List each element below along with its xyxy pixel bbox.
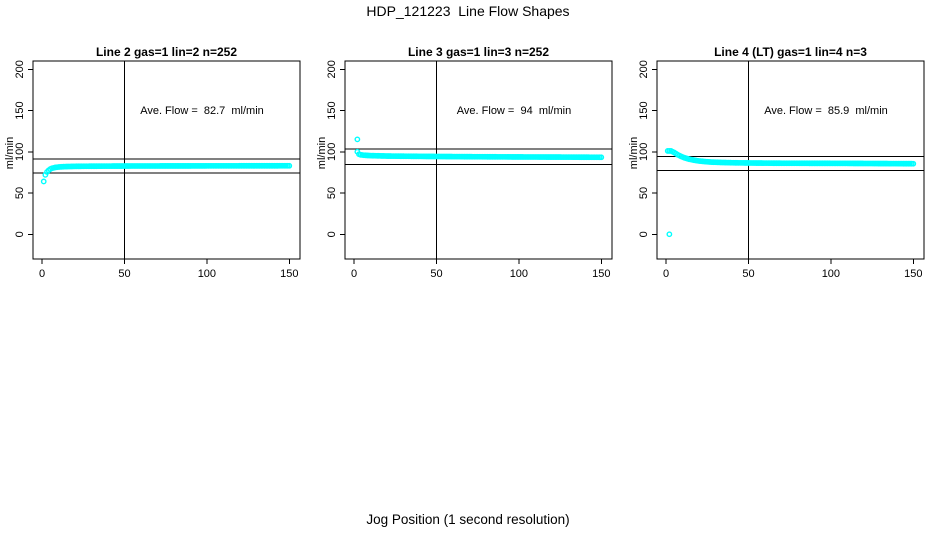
y-tick-label: 100 bbox=[638, 143, 650, 161]
figure-title: HDP_121223 Line Flow Shapes bbox=[366, 3, 570, 19]
x-tick-label: 100 bbox=[822, 268, 840, 280]
outlier-point bbox=[666, 231, 673, 238]
x-tick-label: 100 bbox=[198, 268, 216, 280]
panel-title: Line 2 gas=1 lin=2 n=252 bbox=[96, 45, 237, 59]
data-points bbox=[354, 136, 605, 161]
y-axis-title: ml/min bbox=[316, 137, 328, 169]
ave-flow-annotation: Ave. Flow = 94 ml/min bbox=[457, 105, 571, 117]
y-tick-label: 150 bbox=[14, 101, 26, 119]
data-points bbox=[40, 162, 293, 185]
y-axis: 0 50 100 150 200 bbox=[326, 60, 345, 237]
panel-title: Line 3 gas=1 lin=3 n=252 bbox=[408, 45, 549, 59]
x-axis: 0 50 100 150 bbox=[39, 259, 298, 280]
plot-box bbox=[656, 60, 925, 260]
x-tick-label: 50 bbox=[118, 268, 130, 280]
plot-box bbox=[32, 60, 301, 260]
flow-point bbox=[910, 160, 917, 167]
ave-flow-annotation: Ave. Flow = 82.7 ml/min bbox=[140, 105, 264, 117]
y-axis-title: ml/min bbox=[628, 137, 640, 169]
outlier-point bbox=[354, 136, 361, 143]
y-tick-label: 50 bbox=[638, 187, 650, 199]
x-tick-label: 50 bbox=[742, 268, 754, 280]
ave-flow-annotation: Ave. Flow = 85.9 ml/min bbox=[764, 105, 888, 117]
panel-svg: Line 2 gas=1 lin=2 n=252 0 50 100 150 200 ml/m… bbox=[4, 45, 301, 280]
panel-title: Line 4 (LT) gas=1 lin=4 n=3 bbox=[714, 45, 867, 59]
y-tick-label: 200 bbox=[638, 60, 650, 78]
reference-lines bbox=[657, 61, 924, 259]
y-tick-label: 200 bbox=[326, 60, 338, 78]
x-tick-label: 150 bbox=[280, 268, 298, 280]
y-tick-label: 50 bbox=[326, 187, 338, 199]
y-tick-label: 0 bbox=[326, 231, 338, 237]
x-tick-label: 50 bbox=[430, 268, 442, 280]
y-axis: 0 50 100 150 200 bbox=[638, 60, 657, 237]
flow-point bbox=[286, 162, 293, 169]
panel-svg: Line 4 (LT) gas=1 lin=4 n=3 0 50 100 150 200 m… bbox=[628, 45, 925, 280]
outlier-point bbox=[40, 178, 47, 185]
data-points bbox=[664, 148, 917, 238]
y-tick-label: 0 bbox=[638, 231, 650, 237]
x-tick-label: 150 bbox=[904, 268, 922, 280]
y-tick-label: 150 bbox=[326, 101, 338, 119]
flow-panel-line2: Line 2 gas=1 lin=2 n=252 0 50 100 150 200 ml/m… bbox=[0, 18, 312, 288]
y-axis: 0 50 100 150 200 bbox=[14, 60, 33, 237]
flow-point bbox=[598, 154, 605, 161]
y-tick-label: 50 bbox=[14, 187, 26, 199]
y-tick-label: 200 bbox=[14, 60, 26, 78]
x-axis-label: Jog Position (1 second resolution) bbox=[366, 512, 570, 527]
reference-lines bbox=[33, 61, 300, 259]
y-axis-title: ml/min bbox=[4, 137, 16, 169]
y-tick-label: 0 bbox=[14, 231, 26, 237]
x-tick-label: 0 bbox=[351, 268, 357, 280]
panel-svg: Line 3 gas=1 lin=3 n=252 0 50 100 150 200 ml/m… bbox=[316, 45, 613, 280]
reference-lines bbox=[345, 61, 612, 259]
x-tick-label: 150 bbox=[592, 268, 610, 280]
x-tick-label: 0 bbox=[39, 268, 45, 280]
y-tick-label: 100 bbox=[14, 143, 26, 161]
y-tick-label: 100 bbox=[326, 143, 338, 161]
plot-box bbox=[344, 60, 613, 260]
x-tick-label: 0 bbox=[663, 268, 669, 280]
x-axis: 0 50 100 150 bbox=[351, 259, 610, 280]
x-axis: 0 50 100 150 bbox=[663, 259, 922, 280]
y-tick-label: 150 bbox=[638, 101, 650, 119]
flow-panel-line4: Line 4 (LT) gas=1 lin=4 n=3 0 50 100 150 200 m… bbox=[624, 18, 936, 288]
x-tick-label: 100 bbox=[510, 268, 528, 280]
flow-panel-line3: Line 3 gas=1 lin=3 n=252 0 50 100 150 200 ml/m… bbox=[312, 18, 624, 288]
